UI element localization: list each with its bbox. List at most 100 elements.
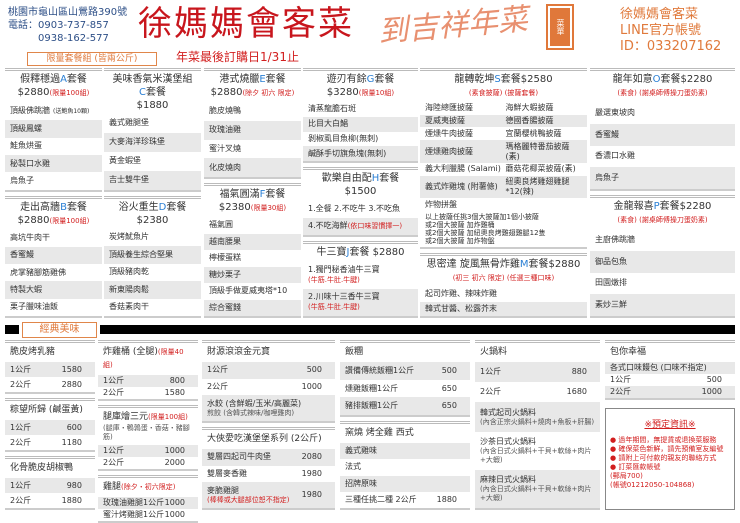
classic-item: 蜜汁烤雞腿1公斤 1000: [98, 509, 198, 521]
set-menu-block: 港式燒臘E套餐 $2880(除夕 初六 限定) 脆皮燒鴨 玫瑰油雞 蜜汁叉燒 化皮燒肉: [204, 68, 301, 179]
set-name: 遊刃有餘: [326, 74, 367, 85]
classic-title: 包你幸福: [605, 343, 735, 362]
set-item: 1.全餐 2.不吃牛 3.不吃魚: [303, 200, 418, 218]
item-name: 麥脆雞腿 (棒棒或大腿部位恕不指定): [207, 486, 302, 505]
item-name: 剝椒虱目魚柳(無刺): [308, 134, 413, 144]
set-rows: 主廚佛跳牆 御品包魚 田園燉排 素炒三鮮: [590, 229, 735, 316]
reservation-item: 訂菜匯款帳號: [610, 463, 730, 472]
item-price: 500: [441, 365, 457, 375]
item-text: 田園燉排: [595, 278, 627, 288]
classic-note: (除夕・初六限定): [121, 483, 176, 491]
item-text: 法式: [345, 462, 361, 472]
item-name: 特製大蝦: [10, 285, 97, 295]
item-price: 1000: [701, 387, 722, 396]
classic-item: 2公斤 1000: [202, 379, 335, 396]
set-note: (初三 初六 限定) (任選三種口味): [452, 274, 555, 282]
set-price-line: $2880(限量100組): [5, 86, 102, 100]
item-name: 烏魚子: [10, 176, 97, 186]
item-price: 2880: [61, 379, 82, 389]
item-text: 沙茶日式火鍋料: [480, 436, 536, 446]
item-text: 鹹酥手切旗魚塊(無刺): [308, 148, 387, 158]
set-rows: 福氣圓 越南腰果 檸檬蛋糕 糖炒栗子 頂級手做夏威夷塔*10 綜合蜜餞: [204, 217, 301, 316]
item-text: 2公斤: [480, 387, 502, 397]
set-note: (限量100組): [49, 89, 90, 97]
item-name: 2公斤: [207, 382, 302, 392]
item-name: 三種任挑二種 2公斤: [345, 495, 437, 505]
set-item: 吉士雙牛堡: [104, 170, 201, 190]
item-text: 炭烤魷魚片: [109, 232, 149, 242]
item-name: 炸物拼盤: [425, 200, 582, 210]
item-name: 糖炒栗子: [209, 270, 296, 280]
classic-block: 化骨脆皮胡椒鴨 1公斤 980 2公斤 1880: [5, 456, 95, 510]
set-menu-block: 牛三寶J套餐 $2880 1.獨門秘香滷牛三寶 (牛筋.牛肚.牛腱) 2.川味十三香牛…: [303, 241, 418, 318]
set-name: 龍年如意: [612, 74, 653, 85]
set-item: 越南腰果: [204, 233, 301, 250]
set-menu-block: 美味香氣米漢堡組 C套餐 $1880 義式雞腿堡 大麥海洋珍珠堡 黃金蝦堡 吉士雙牛堡: [104, 68, 201, 192]
set-rows: 1.全餐 2.不吃牛 3.不吃魚 4.不吃海鮮(依口味習慣擇一): [303, 200, 418, 235]
item-text: 1公斤: [610, 375, 632, 384]
item-name: 宜蘭櫻桃鴨披薩: [505, 128, 562, 138]
item-text: 起司炸雞、辣味炸雞: [425, 289, 497, 299]
set-suffix: 套餐$2280: [660, 74, 713, 85]
item-name: 御品包魚: [595, 257, 730, 267]
set-suffix: 套餐: [374, 74, 395, 85]
classic-block: 飯糰 讚備傳統飯糰1公斤 500 燻雞飯糰1公斤 650 豬排飯糰1公斤 650: [340, 340, 470, 417]
classic-item: 各式口味饅包 (口味不指定): [605, 362, 735, 374]
item-text: 吉士雙牛堡: [109, 175, 149, 185]
phone-2: 0938-162-577: [38, 33, 109, 44]
item-text: 炸物拼盤: [425, 199, 457, 209]
item-detail: 煎餃 (含韓式辣味/咖哩雞肉): [207, 408, 295, 417]
set-name: 龍轉乾坤: [454, 74, 495, 85]
item-name: 香蜜鰻: [10, 250, 97, 260]
item-text: 頂級鳳螺: [10, 123, 42, 133]
classic-name: 化骨脆皮胡椒鴨: [10, 463, 74, 473]
item-name: 香菇素肉干: [109, 302, 196, 312]
set-letter: A: [60, 74, 67, 85]
set-header: 歡樂自由配H套餐 $1500: [303, 170, 418, 200]
classic-block: 炸雞桶 (全腿)(限量40組) 1公斤 800 2公斤 1580: [98, 340, 198, 401]
item-note: (依口味習慣擇一): [347, 222, 403, 231]
set-header: 美味香氣米漢堡組 C套餐 $1880: [104, 71, 201, 114]
item-note: (牛筋.牛肚.牛腱): [308, 275, 360, 284]
set-header: 浴火重生D套餐 $2380: [104, 199, 201, 229]
item-price: 1000: [164, 446, 185, 455]
classic-name: 窯燒 烤全雞 西式: [345, 428, 414, 438]
set-rows: 頂級佛跳牆 (送鮑魚10顆) 頂級鳳螺 鮭魚烘蛋 秘製口水雞 烏魚子: [5, 102, 102, 190]
item-text: 讚備傳統飯糰1公斤: [345, 365, 415, 375]
item-name: 綜合蜜餞: [209, 303, 296, 313]
set-column: 美味香氣米漢堡組 C套餐 $1880 義式雞腿堡 大麥海洋珍珠堡 黃金蝦堡 吉士雙牛堡浴火重…: [104, 68, 201, 318]
set-item: 煙燻雞肉披薩 瑪格麗特番茄披薩(素): [420, 140, 587, 163]
classic-item: 豬排飯糰1公斤 650: [340, 397, 470, 416]
item-text: 4.不吃海鮮: [308, 221, 348, 231]
classic-title: 大俠愛吃漢堡堡系列 (2公斤): [202, 430, 335, 449]
item-name: 1公斤: [480, 367, 572, 377]
item-price: 1880: [436, 494, 457, 504]
item-text: 韓式起司火鍋料: [480, 407, 536, 417]
set-letter: F: [259, 189, 266, 200]
item-price: 1000: [301, 382, 322, 391]
classic-name: 粽望所歸 (鹹蛋黃): [10, 405, 83, 415]
set-letter: O: [652, 74, 661, 85]
item-text: 頂級養生綜合堅果: [109, 249, 173, 259]
set-letter: M: [519, 259, 529, 270]
classic-item: 雙層麥香雞 1980: [202, 466, 335, 483]
item-name: 頂級養生綜合堅果: [109, 250, 196, 260]
item-name: 香濃口水雞: [595, 151, 730, 161]
item-text: 麥脆雞腿: [207, 485, 239, 495]
item-price: 500: [706, 375, 722, 384]
item-text: 主廚佛跳牆: [595, 234, 635, 244]
classic-section-tag: 經典美味: [22, 322, 97, 338]
set-item: 炭烤魷魚片: [104, 229, 201, 247]
item-text: 2公斤: [103, 458, 125, 467]
classic-note: (限量40組): [103, 348, 184, 369]
reservation-title: ※預定資訊※: [644, 420, 696, 430]
set-menu-block: 龍轉乾坤S套餐$2580 (素食披薩) (披薩套餐) 海陸總匯披薩 海鮮大蝦披薩 夏威夷…: [420, 68, 587, 249]
item-text: 水餃 (含鮮蝦/玉米/高麗菜): [207, 398, 302, 408]
set-rows: 嚴選東坡肉 香蜜鰻 香濃口水雞 烏魚子: [590, 102, 735, 189]
reservation-info: ※預定資訊※ 過年期間，無提貨或退換菜服務確保菜色新鮮，請先預備室友編號請附上可付…: [605, 408, 735, 510]
set-item: 頂級養生綜合堅果: [104, 246, 201, 264]
item-name: 2公斤: [10, 438, 62, 448]
set-column: 龍轉乾坤S套餐$2580 (素食披薩) (披薩套餐) 海陸總匯披薩 海鮮大蝦披薩 夏威夷…: [420, 68, 587, 318]
set-price: $2880: [210, 87, 243, 98]
set-item: 1.獨門秘香滷牛三寶 (牛筋.牛肚.牛腱): [303, 261, 418, 289]
